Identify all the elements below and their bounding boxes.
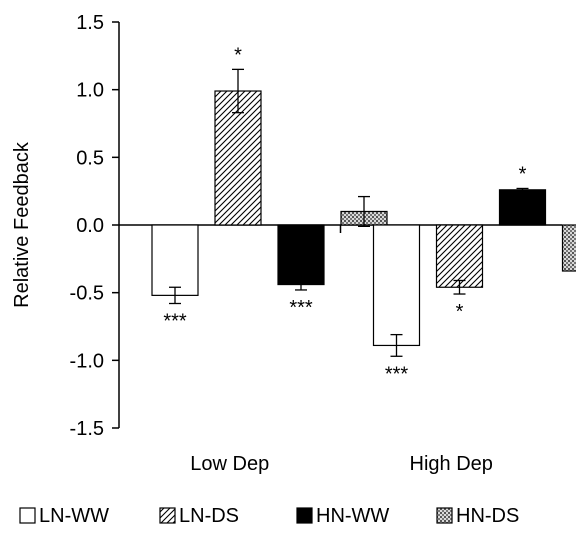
legend-label-ln-ww: LN-WW: [39, 505, 109, 527]
bar-hn-ww: [278, 225, 324, 285]
y-axis-label: Relative Feedback: [11, 141, 33, 308]
bar-ln-ds: [437, 225, 483, 287]
y-tick-label: -1.0: [70, 350, 104, 372]
x-category-label: Low Dep: [190, 453, 269, 475]
y-tick-label: 1.0: [76, 80, 104, 102]
significance-label: ***: [289, 297, 313, 319]
legend-label-hn-ww: HN-WW: [316, 505, 389, 527]
y-tick-label: -1.5: [70, 418, 104, 440]
y-tick-label: 0.0: [76, 215, 104, 237]
x-category-label: High Dep: [410, 453, 493, 475]
significance-label: *: [456, 301, 464, 323]
y-tick-label: -0.5: [70, 283, 104, 305]
bar-ln-ww: [152, 225, 198, 295]
bar-ln-ww: [374, 225, 420, 345]
legend-swatch-ln-ds: [160, 508, 175, 523]
legend-label-hn-ds: HN-DS: [456, 505, 519, 527]
y-tick-label: 0.5: [76, 147, 104, 169]
bar-hn-ww: [500, 190, 546, 225]
significance-label: *: [519, 163, 527, 185]
significance-label: ***: [163, 310, 187, 332]
y-tick-label: 1.5: [76, 12, 104, 34]
significance-label: ***: [385, 363, 409, 385]
significance-label: *: [234, 44, 242, 66]
legend-label-ln-ds: LN-DS: [179, 505, 239, 527]
legend-swatch-hn-ds: [437, 508, 452, 523]
bar-hn-ds: [563, 225, 576, 271]
legend-swatch-hn-ww: [297, 508, 312, 523]
legend-swatch-ln-ww: [20, 508, 35, 523]
